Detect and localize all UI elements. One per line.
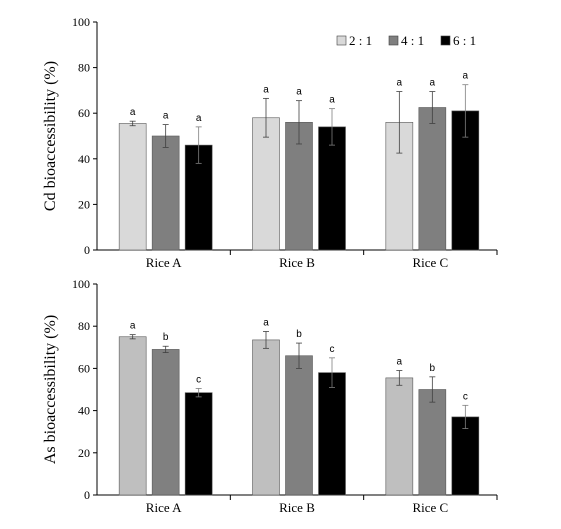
bar bbox=[151, 135, 180, 251]
y-axis-label: As bioaccessibility (%) bbox=[42, 315, 59, 464]
significance-label: b bbox=[163, 332, 169, 343]
significance-label: b bbox=[430, 363, 436, 374]
y-tick-label: 60 bbox=[78, 106, 90, 120]
y-tick-label: 40 bbox=[78, 152, 90, 166]
bar bbox=[184, 392, 213, 496]
bar bbox=[451, 416, 480, 496]
significance-label: a bbox=[296, 87, 302, 98]
legend-label: 6 : 1 bbox=[453, 33, 476, 48]
bar bbox=[418, 107, 447, 251]
significance-label: a bbox=[430, 78, 436, 89]
significance-label: a bbox=[397, 78, 403, 89]
legend-label: 2 : 1 bbox=[349, 33, 372, 48]
legend-swatch bbox=[336, 35, 347, 46]
significance-label: a bbox=[130, 321, 136, 332]
legend: 2 : 1 4 : 1 6 : 1 bbox=[336, 33, 476, 48]
x-tick-label: Rice A bbox=[146, 500, 182, 515]
bar bbox=[385, 377, 414, 496]
y-tick-label: 80 bbox=[78, 61, 90, 75]
bar bbox=[285, 355, 313, 496]
y-tick-label: 100 bbox=[72, 277, 90, 291]
x-tick-label: Rice A bbox=[146, 255, 182, 270]
significance-label: b bbox=[296, 329, 302, 340]
y-axis-label: Cd bioaccessibility (%) bbox=[42, 61, 59, 211]
y-tick-label: 80 bbox=[78, 319, 90, 333]
bar bbox=[118, 123, 147, 251]
as-chart: 0 20 40 60 80 100 As bioaccessibility (%) Rice … bbox=[42, 277, 498, 515]
bar bbox=[118, 336, 147, 496]
y-tick-label: 0 bbox=[84, 488, 90, 502]
y-tick-label: 20 bbox=[78, 446, 90, 460]
significance-label: a bbox=[263, 317, 269, 328]
bar bbox=[318, 126, 346, 251]
x-tick-label: Rice B bbox=[279, 255, 315, 270]
significance-label: a bbox=[263, 84, 269, 95]
significance-label: a bbox=[163, 111, 169, 122]
bar bbox=[252, 117, 280, 251]
bar bbox=[252, 339, 280, 496]
x-tick-label: Rice C bbox=[412, 255, 448, 270]
x-tick-label: Rice C bbox=[412, 500, 448, 515]
legend-swatch bbox=[440, 35, 451, 46]
y-tick-label: 0 bbox=[84, 243, 90, 257]
y-tick-label: 20 bbox=[78, 197, 90, 211]
y-tick-label: 40 bbox=[78, 404, 90, 418]
significance-label: c bbox=[196, 374, 201, 385]
bar bbox=[418, 389, 447, 496]
significance-label: a bbox=[329, 95, 335, 106]
cd-chart: 0 20 40 60 80 100 Cd bioaccessibility (%) Rice … bbox=[42, 15, 498, 270]
bar bbox=[318, 372, 346, 496]
x-tick-label: Rice B bbox=[279, 500, 315, 515]
legend-label: 4 : 1 bbox=[401, 33, 424, 48]
significance-label: a bbox=[130, 107, 136, 118]
significance-label: c bbox=[463, 391, 468, 402]
significance-label: a bbox=[196, 113, 202, 124]
significance-label: a bbox=[397, 357, 403, 368]
bar bbox=[151, 349, 180, 496]
y-tick-label: 60 bbox=[78, 361, 90, 375]
significance-label: a bbox=[463, 71, 469, 82]
y-tick-label: 100 bbox=[72, 15, 90, 29]
legend-swatch bbox=[388, 35, 399, 46]
significance-label: c bbox=[330, 344, 335, 355]
